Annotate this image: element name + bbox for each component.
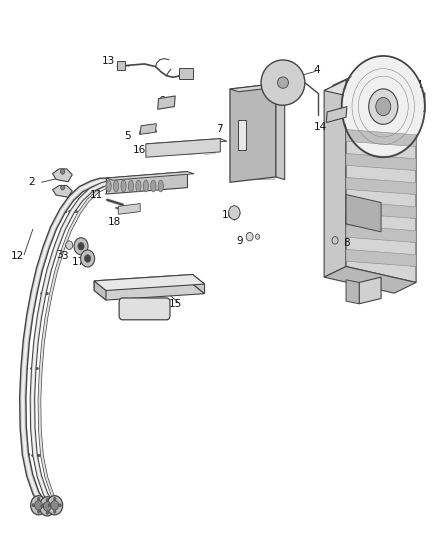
Polygon shape [324,80,346,277]
Ellipse shape [143,180,148,192]
Polygon shape [53,185,72,197]
Polygon shape [94,281,106,300]
Circle shape [39,497,55,516]
Circle shape [66,241,73,249]
Text: 18: 18 [108,217,121,227]
Circle shape [59,504,61,507]
Circle shape [37,510,40,513]
Circle shape [376,98,391,116]
Text: 15: 15 [169,299,182,309]
Polygon shape [346,80,416,282]
Ellipse shape [277,77,289,88]
Circle shape [74,238,88,255]
FancyBboxPatch shape [238,120,246,150]
Circle shape [229,206,240,220]
Circle shape [46,498,49,502]
Polygon shape [146,139,227,147]
Circle shape [51,500,59,510]
Text: 10: 10 [222,210,235,220]
Polygon shape [346,130,416,147]
Circle shape [81,250,95,267]
Ellipse shape [261,60,305,106]
Polygon shape [146,139,220,157]
Circle shape [332,237,338,244]
Circle shape [53,497,56,500]
Text: 3: 3 [56,251,63,260]
Polygon shape [346,195,381,232]
Ellipse shape [113,180,119,192]
Text: 14: 14 [314,122,327,132]
Ellipse shape [128,180,134,192]
Polygon shape [94,284,205,300]
Polygon shape [140,124,156,134]
Circle shape [43,502,51,511]
Ellipse shape [106,180,111,192]
Circle shape [51,505,54,508]
Ellipse shape [158,180,163,192]
Circle shape [85,255,91,262]
Circle shape [48,504,51,507]
Text: 3: 3 [61,251,68,261]
Polygon shape [326,107,347,123]
Text: 5: 5 [124,131,131,141]
Text: 13: 13 [102,56,115,66]
Text: 9: 9 [237,236,244,246]
Circle shape [42,504,45,507]
Polygon shape [346,154,416,171]
Polygon shape [324,266,416,293]
Text: 1: 1 [417,80,424,90]
Circle shape [32,504,35,507]
Polygon shape [193,274,205,294]
Circle shape [53,510,56,513]
Polygon shape [94,274,193,290]
Polygon shape [346,201,416,219]
Circle shape [369,89,398,124]
Text: 6: 6 [158,96,165,106]
Circle shape [61,185,64,190]
Polygon shape [53,169,72,182]
Text: 8: 8 [343,238,350,247]
Text: 4: 4 [314,66,321,75]
Text: 11: 11 [90,190,103,199]
Circle shape [255,234,260,239]
Polygon shape [359,277,381,304]
Circle shape [246,232,253,241]
Polygon shape [106,172,187,194]
Text: 12: 12 [11,251,24,261]
Polygon shape [346,280,359,304]
Polygon shape [324,80,416,107]
Text: 7: 7 [215,124,223,134]
Polygon shape [346,225,416,243]
Polygon shape [118,204,140,214]
Ellipse shape [136,180,141,192]
Text: 16: 16 [133,146,146,155]
Polygon shape [230,84,276,182]
Circle shape [78,243,84,250]
Circle shape [343,58,424,156]
Circle shape [60,169,65,174]
Polygon shape [346,177,416,195]
Polygon shape [230,84,285,92]
Polygon shape [333,69,425,112]
Polygon shape [346,249,416,266]
Circle shape [46,511,49,514]
Polygon shape [158,96,175,109]
FancyBboxPatch shape [119,298,170,320]
Circle shape [37,497,40,500]
Polygon shape [276,84,285,180]
Circle shape [47,496,63,515]
Circle shape [31,496,46,515]
Text: 2: 2 [28,177,35,187]
Circle shape [35,500,42,510]
Ellipse shape [121,180,126,192]
Ellipse shape [151,180,156,192]
Polygon shape [94,274,205,290]
FancyBboxPatch shape [179,68,193,79]
Text: 17: 17 [71,257,85,267]
Polygon shape [106,172,194,180]
FancyBboxPatch shape [117,61,125,70]
Circle shape [41,505,43,508]
